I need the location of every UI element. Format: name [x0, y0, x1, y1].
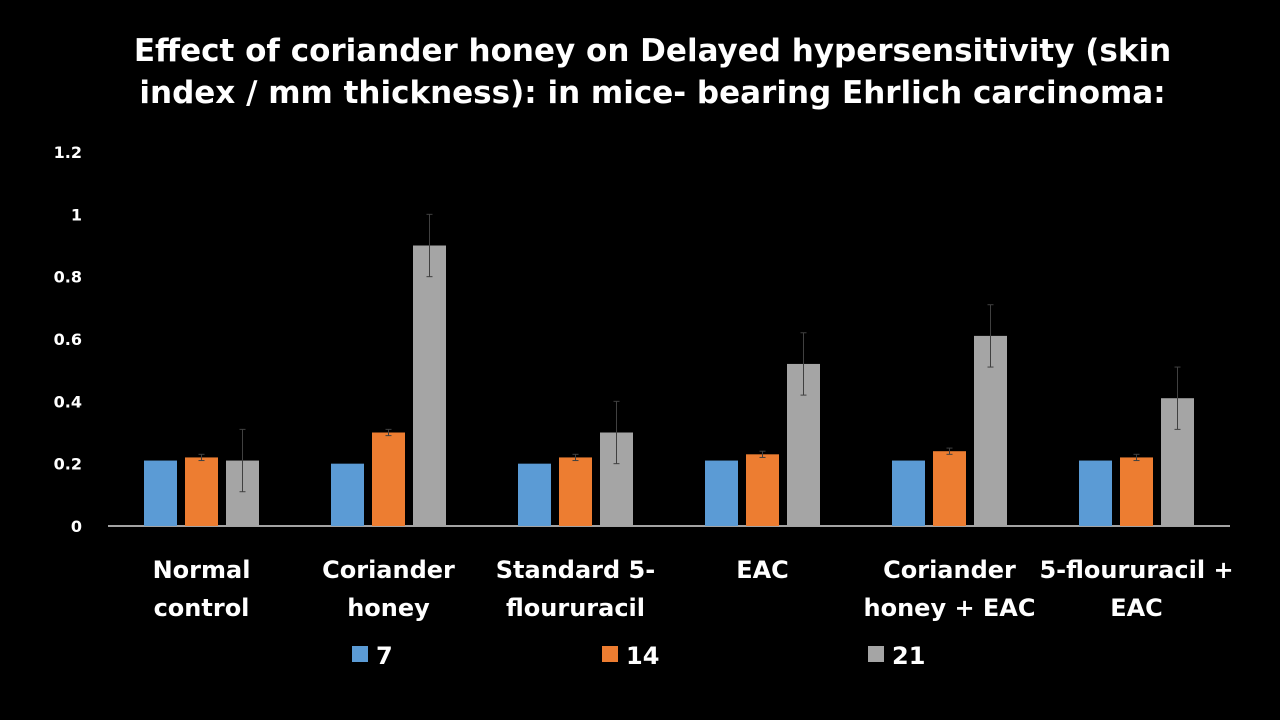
bar-series-14 [1120, 457, 1153, 526]
bar-series-14 [559, 457, 592, 526]
chart-title: Effect of coriander honey on Delayed hyp… [80, 30, 1225, 114]
category-label: floururacil [506, 594, 645, 622]
y-tick-label: 1.2 [54, 143, 82, 162]
bar-series-21 [413, 245, 446, 526]
bar-series-group [144, 245, 1194, 526]
category-label: Standard 5- [496, 556, 655, 584]
bar-series-14 [185, 457, 218, 526]
legend-swatch [352, 646, 368, 662]
legend-label: 14 [626, 642, 659, 670]
legend-swatch [602, 646, 618, 662]
category-label: control [154, 594, 250, 622]
bar-series-7 [892, 460, 925, 526]
y-tick-label: 0.8 [54, 268, 82, 287]
bar-series-21 [974, 335, 1007, 526]
chart-title-line-2: index / mm thickness): in mice- bearing … [139, 75, 1166, 111]
category-label: Coriander [883, 556, 1016, 584]
error-bars-group [198, 213, 1181, 493]
bar-series-7 [518, 463, 551, 526]
y-tick-label: 1 [71, 205, 82, 224]
bar-series-7 [705, 460, 738, 526]
bar-series-7 [1079, 460, 1112, 526]
legend-label: 7 [376, 642, 393, 670]
y-tick-label: 0 [71, 517, 82, 536]
y-axis-tick-labels: 0 0.2 0.4 0.6 0.8 1 1.2 [54, 143, 82, 536]
y-tick-label: 0.2 [54, 455, 82, 474]
bar-series-14 [746, 454, 779, 526]
chart-title-line-1: Effect of coriander honey on Delayed hyp… [133, 33, 1172, 69]
category-label: EAC [1110, 594, 1163, 622]
bar-series-7 [331, 463, 364, 526]
bar-series-7 [144, 460, 177, 526]
category-label: 5-floururacil + [1039, 556, 1233, 584]
category-label: honey + EAC [864, 594, 1036, 622]
category-label: honey [347, 594, 430, 622]
bar-series-14 [372, 432, 405, 526]
category-label: Normal [153, 556, 251, 584]
category-label: EAC [736, 556, 789, 584]
bar-series-14 [933, 451, 966, 526]
y-tick-label: 0.4 [54, 392, 82, 411]
category-label: Coriander [322, 556, 455, 584]
y-tick-label: 0.6 [54, 330, 82, 349]
legend-swatch [868, 646, 884, 662]
x-axis-category-labels: Normal control Coriander honey Standard 5- fl… [153, 556, 1234, 622]
chart-legend: 7 14 21 [352, 642, 925, 670]
legend-label: 21 [892, 642, 925, 670]
